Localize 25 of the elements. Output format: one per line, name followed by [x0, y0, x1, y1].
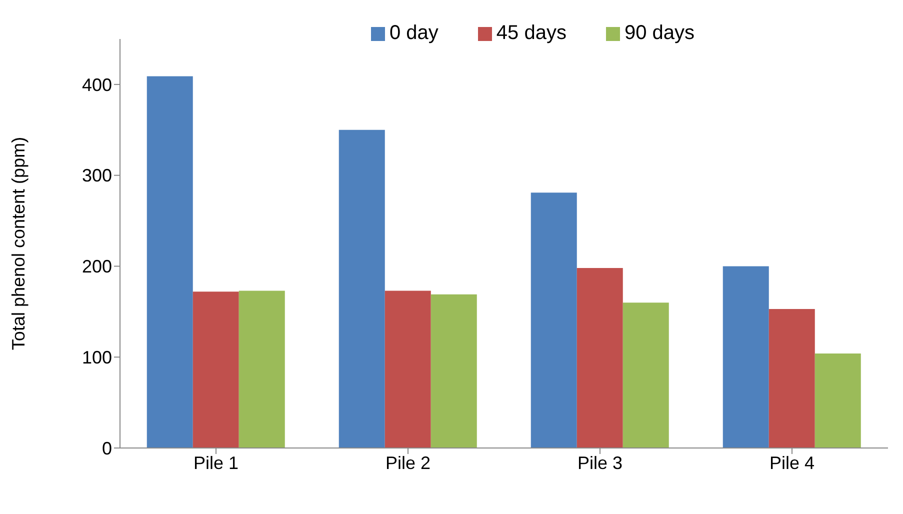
bar — [238, 290, 285, 448]
bar — [622, 302, 669, 448]
legend-label: 90 days — [624, 22, 695, 44]
y-tick-label: 300 — [82, 166, 112, 186]
x-tick-label: Pile 4 — [769, 452, 815, 473]
y-tick-label: 0 — [102, 438, 112, 458]
legend-label: 45 days — [496, 22, 566, 44]
y-axis-title: Total phenol content (ppm) — [8, 136, 28, 350]
bar — [338, 130, 385, 448]
bar — [530, 192, 577, 448]
y-tick-label: 200 — [82, 256, 112, 277]
x-tick-label: Pile 1 — [193, 452, 239, 473]
bar — [722, 266, 769, 448]
bar — [146, 76, 193, 448]
x-tick-label: Pile 3 — [577, 452, 623, 473]
legend-label: 0 day — [389, 22, 438, 44]
bar — [430, 294, 477, 448]
bar — [192, 292, 239, 448]
x-tick-label: Pile 2 — [385, 452, 431, 473]
bar — [814, 353, 861, 448]
bar — [768, 308, 815, 448]
bar — [576, 268, 623, 448]
bar — [384, 290, 431, 448]
y-tick-label: 100 — [82, 348, 112, 368]
y-tick-label: 400 — [82, 74, 112, 95]
